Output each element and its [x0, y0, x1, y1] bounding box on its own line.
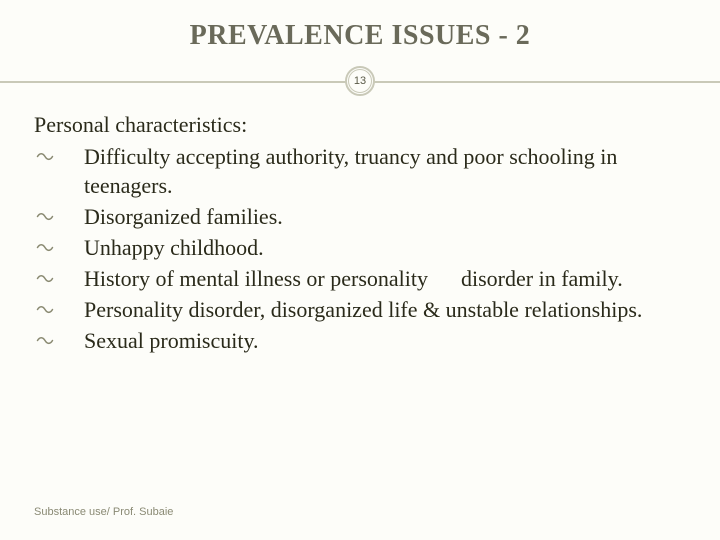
list-item: Disorganized families.: [68, 202, 686, 231]
bullet-text: Unhappy childhood.: [84, 235, 264, 260]
bullet-text: Difficulty accepting authority, truancy …: [84, 144, 617, 198]
list-item: History of mental illness or personality…: [68, 264, 686, 293]
bullet-text: Personality disorder, disorganized life …: [84, 297, 642, 322]
list-item: Sexual promiscuity.: [68, 326, 686, 355]
page-number-badge: 13: [345, 66, 375, 96]
page-number: 13: [348, 69, 372, 93]
divider-row: 13: [0, 64, 720, 98]
bullet-list: Difficulty accepting authority, truancy …: [34, 142, 686, 355]
bullet-text: Disorganized families.: [84, 204, 283, 229]
list-item: Unhappy childhood.: [68, 233, 686, 262]
bullet-text: Sexual promiscuity.: [84, 328, 259, 353]
list-item: Personality disorder, disorganized life …: [68, 295, 686, 324]
bullet-text: History of mental illness or personality…: [84, 266, 623, 291]
slide: PREVALENCE ISSUES - 2 13 Personal charac…: [0, 0, 720, 540]
slide-title: PREVALENCE ISSUES - 2: [0, 0, 720, 64]
content-area: Personal characteristics: Difficulty acc…: [0, 98, 720, 355]
footer-text: Substance use/ Prof. Subaie: [34, 506, 173, 518]
list-item: Difficulty accepting authority, truancy …: [68, 142, 686, 200]
section-label: Personal characteristics:: [34, 112, 686, 138]
